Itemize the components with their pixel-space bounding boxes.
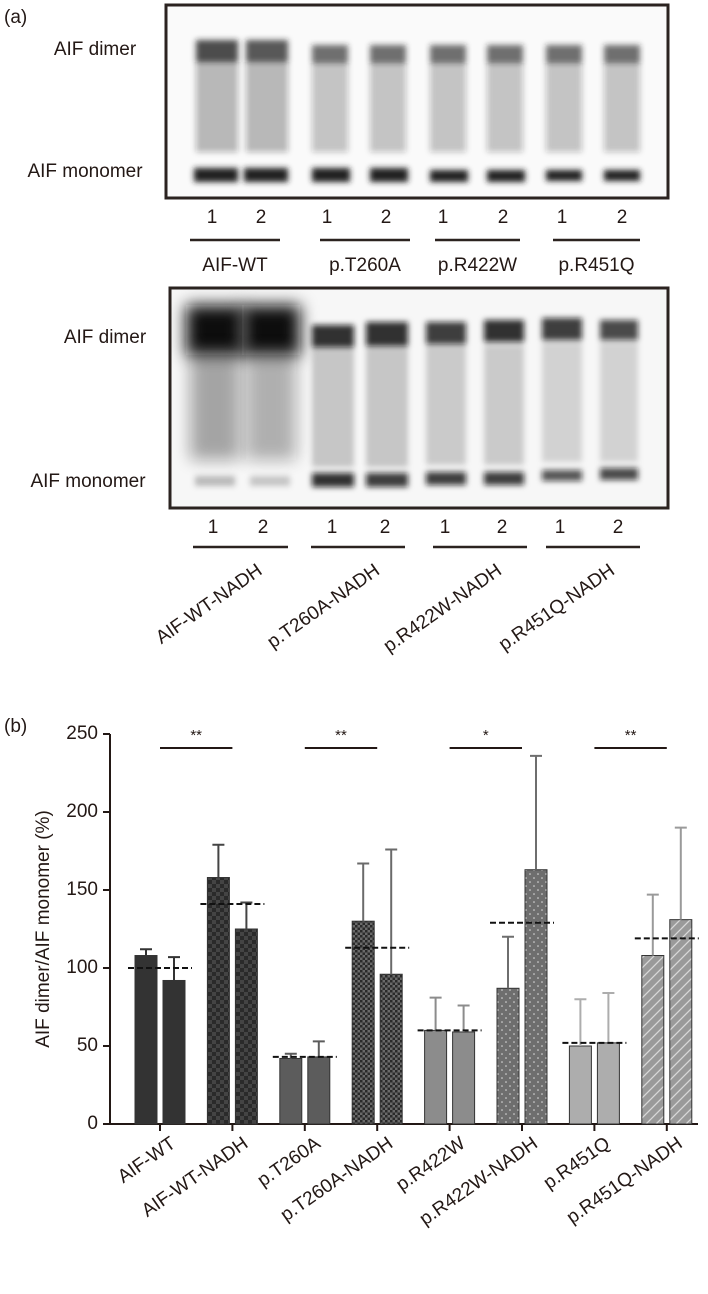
bar <box>307 1056 331 1125</box>
bar <box>596 1042 620 1125</box>
dimer-label: AIF dimer <box>54 39 137 60</box>
y-tick-label: 250 <box>66 723 98 744</box>
x-tick-label: AIF-WT <box>114 1133 180 1188</box>
error-bar <box>429 996 442 1031</box>
lane-number: 1 <box>557 207 568 228</box>
lane-number: 2 <box>497 517 508 538</box>
lane-number: 2 <box>256 207 267 228</box>
significance-label: * <box>483 727 489 744</box>
lane-number: 2 <box>381 207 392 228</box>
y-tick-label: 200 <box>66 801 98 822</box>
bar <box>641 955 665 1125</box>
lane-number: 1 <box>555 517 566 538</box>
group-label: p.R451Q-NADH <box>495 560 619 655</box>
lane-number: 1 <box>207 207 218 228</box>
bar <box>669 919 693 1125</box>
lane-number: 2 <box>613 517 624 538</box>
bar <box>424 1029 448 1125</box>
error-bar <box>357 862 370 922</box>
lane-number: 1 <box>438 207 449 228</box>
y-tick-label: 150 <box>66 879 98 900</box>
group-label: AIF-WT-NADH <box>152 560 266 649</box>
error-bar <box>602 991 615 1043</box>
panel-label: (a) <box>4 7 27 28</box>
lane-number: 2 <box>380 517 391 538</box>
error-bar <box>530 754 542 870</box>
significance-label: ** <box>335 727 347 744</box>
lane-number: 2 <box>258 517 269 538</box>
x-tick-label: p.R422W-NADH <box>416 1133 542 1230</box>
blot-image <box>164 3 670 200</box>
bar <box>452 1031 476 1125</box>
error-bar <box>140 948 152 956</box>
lane-number: 1 <box>440 517 451 538</box>
group-label: p.R451Q <box>558 255 634 276</box>
monomer-label: AIF monomer <box>30 471 146 492</box>
bar <box>496 987 520 1125</box>
monomer-label: AIF monomer <box>27 161 143 182</box>
group-label: p.T260A-NADH <box>264 560 384 653</box>
bar <box>162 979 186 1125</box>
error-bar <box>674 826 687 920</box>
y-tick-label: 50 <box>77 1035 98 1056</box>
lane-number: 1 <box>322 207 333 228</box>
error-bar <box>312 1040 325 1057</box>
error-bar <box>646 893 659 956</box>
lane-number: 1 <box>208 517 219 538</box>
error-bar <box>574 998 587 1046</box>
y-tick-label: 0 <box>87 1113 98 1134</box>
group-label: p.T260A <box>329 255 401 276</box>
blot-image <box>168 286 670 510</box>
group-label: p.R422W-NADH <box>380 560 506 657</box>
panel-label: (b) <box>4 716 27 737</box>
bar <box>134 955 158 1125</box>
bar <box>351 920 375 1125</box>
bar <box>206 877 230 1125</box>
bar <box>234 928 258 1125</box>
significance-label: ** <box>625 727 637 744</box>
bar <box>379 973 403 1125</box>
group-label: p.R422W <box>438 255 517 276</box>
error-bar <box>457 1004 470 1032</box>
lane-number: 2 <box>617 207 628 228</box>
error-bar <box>502 935 514 989</box>
lane-number: 1 <box>327 517 338 538</box>
lane-number: 2 <box>498 207 509 228</box>
error-bar <box>385 848 398 975</box>
significance-label: ** <box>190 727 202 744</box>
y-axis-label: AIF dimer/AIF monomer (%) <box>33 810 54 1048</box>
y-tick-label: 100 <box>66 957 98 978</box>
dimer-label: AIF dimer <box>64 327 147 348</box>
bar <box>279 1057 303 1125</box>
bar <box>568 1045 592 1125</box>
bar <box>524 869 548 1125</box>
group-label: AIF-WT <box>202 255 268 276</box>
error-bar <box>212 843 225 878</box>
error-bar <box>240 901 253 929</box>
